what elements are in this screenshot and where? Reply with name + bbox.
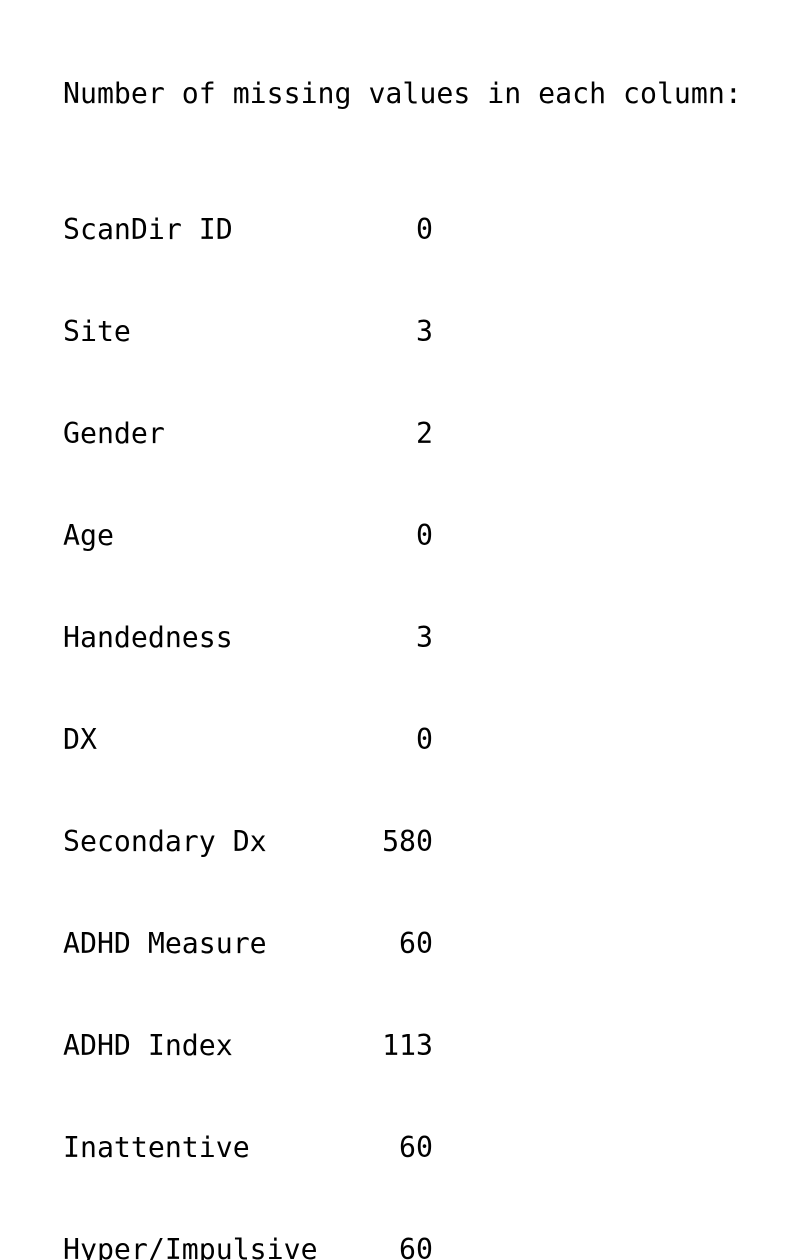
missing-count: 580 [382, 825, 433, 858]
output-row: ADHD Index 113 [63, 1029, 742, 1063]
console-output: Number of missing values in each column:… [63, 9, 742, 1260]
column-name: ScanDir ID [63, 213, 233, 246]
missing-count: 3 [416, 621, 433, 654]
output-row: ScanDir ID 0 [63, 213, 742, 247]
output-row: ADHD Measure 60 [63, 927, 742, 961]
output-row: Secondary Dx 580 [63, 825, 742, 859]
column-name: Age [63, 519, 114, 552]
column-name: DX [63, 723, 97, 756]
output-row: Gender 2 [63, 417, 742, 451]
missing-count: 0 [416, 723, 433, 756]
output-row: Inattentive 60 [63, 1131, 742, 1165]
output-row: Handedness 3 [63, 621, 742, 655]
missing-count: 0 [416, 213, 433, 246]
output-row: Site 3 [63, 315, 742, 349]
column-name: Gender [63, 417, 165, 450]
missing-count: 3 [416, 315, 433, 348]
column-name: Site [63, 315, 131, 348]
missing-count: 60 [399, 1131, 433, 1164]
column-name: ADHD Index [63, 1029, 233, 1062]
column-name: Inattentive [63, 1131, 250, 1164]
missing-count: 113 [382, 1029, 433, 1062]
output-row: Age 0 [63, 519, 742, 553]
missing-count: 0 [416, 519, 433, 552]
missing-count: 60 [399, 927, 433, 960]
missing-count: 60 [399, 1233, 433, 1260]
output-row: DX 0 [63, 723, 742, 757]
column-name: Secondary Dx [63, 825, 267, 858]
output-row: Hyper/Impulsive 60 [63, 1233, 742, 1260]
column-name: Handedness [63, 621, 233, 654]
column-name: ADHD Measure [63, 927, 267, 960]
column-name: Hyper/Impulsive [63, 1233, 318, 1260]
missing-count: 2 [416, 417, 433, 450]
output-header: Number of missing values in each column: [63, 77, 742, 110]
